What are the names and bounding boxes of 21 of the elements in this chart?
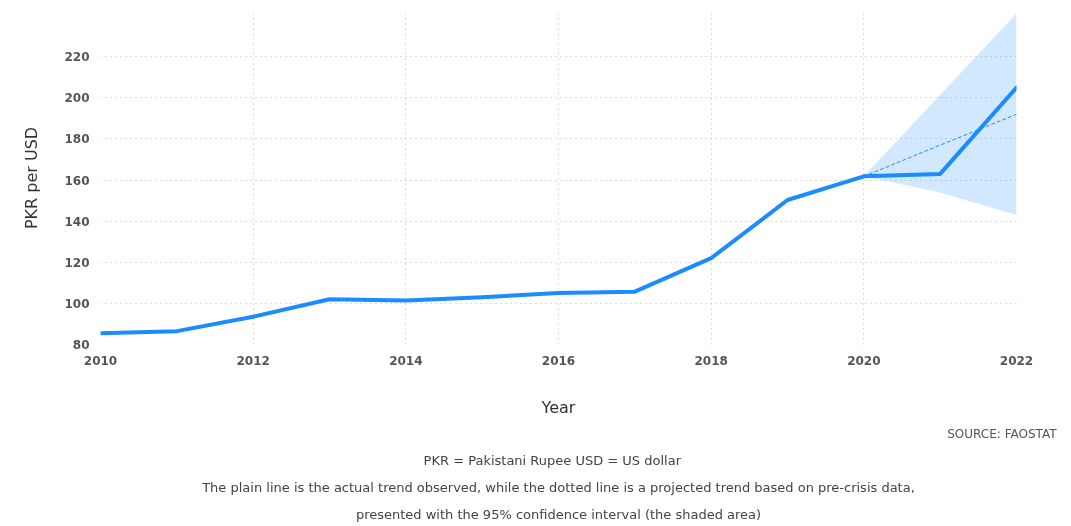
y-tick-label: 100 [64,296,90,311]
x-axis-title: Year [540,397,576,417]
line-series [100,85,1017,336]
y-tick-label: 200 [64,91,90,106]
y-tick-label: 140 [64,214,90,229]
x-tick-label: 2020 [847,353,881,368]
y-tick-label: 180 [64,132,90,147]
x-tick-label: 2022 [999,353,1034,368]
x-tick-label: 2016 [541,353,576,368]
text: PKR = Pakistani Rupee USD = US dollar [423,452,682,468]
y-axis-title: PKR per USD [22,126,42,230]
y-tick-label: 120 [64,255,90,270]
y-tick-label: 220 [64,50,90,65]
y-tick-label: 80 [72,338,90,352]
y-tick-label: 160 [64,173,90,188]
x-tick-label: 2010 [83,353,118,368]
x-tick-label: 2012 [236,353,270,368]
source-note: SOURCE: FAOSTAT [947,426,1058,441]
text: The plain line is the actual trend observed, while the dotted line is a projected trend based on pre-crisis data, presented with the 95% confidence interval (the shaded area) [201,479,915,522]
x-tick-label: 2018 [694,353,728,368]
x-tick-label: 2014 [389,353,423,368]
